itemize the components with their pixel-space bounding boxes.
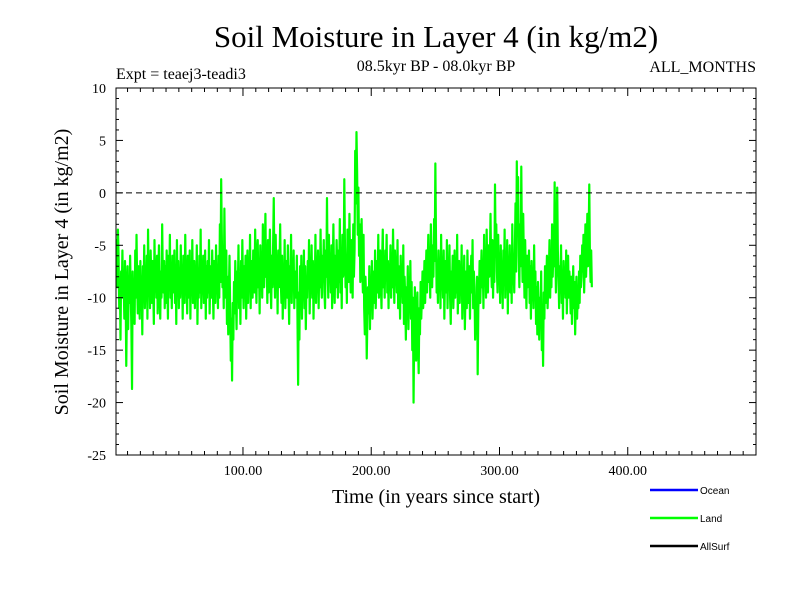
x-tick-label: 300.00	[480, 464, 519, 479]
y-tick-label: -10	[87, 292, 106, 307]
x-tick-label: 200.00	[352, 464, 391, 479]
x-axis: 100.00 200.00 300.00 400.00	[127, 88, 744, 479]
time-period-label: 08.5kyr BP - 08.0kyr BP	[357, 58, 516, 75]
plot-area-frame	[115, 87, 757, 456]
y-axis: 10 5 0 -5 -10 -15 -20 -25	[87, 82, 756, 464]
y-tick-label: 0	[99, 187, 106, 202]
experiment-label: Expt = teaej3-teadi3	[116, 66, 246, 83]
months-label: ALL_MONTHS	[649, 59, 756, 76]
x-axis-label: Time (in years since start)	[332, 486, 540, 508]
x-tick-label: 100.00	[224, 464, 263, 479]
x-tick-label: 400.00	[608, 464, 647, 479]
legend-label-ocean: Ocean	[700, 486, 729, 497]
y-tick-label: -15	[87, 344, 106, 359]
y-tick-label: 10	[92, 82, 106, 97]
y-axis-label: Soil Moisture in Layer 4 (in kg/m2)	[51, 129, 73, 416]
series-layer	[116, 130, 593, 404]
legend-label-land: Land	[700, 514, 722, 525]
y-tick-label: -20	[87, 397, 106, 412]
y-tick-label: 5	[99, 134, 106, 149]
legend: Ocean Land AllSurf	[650, 486, 730, 553]
chart-title: Soil Moisture in Layer 4 (in kg/m2)	[214, 19, 658, 54]
y-tick-label: -25	[87, 449, 106, 464]
series-line-land	[116, 130, 593, 404]
y-tick-label: -5	[94, 239, 106, 254]
legend-label-allsurf: AllSurf	[700, 542, 730, 553]
